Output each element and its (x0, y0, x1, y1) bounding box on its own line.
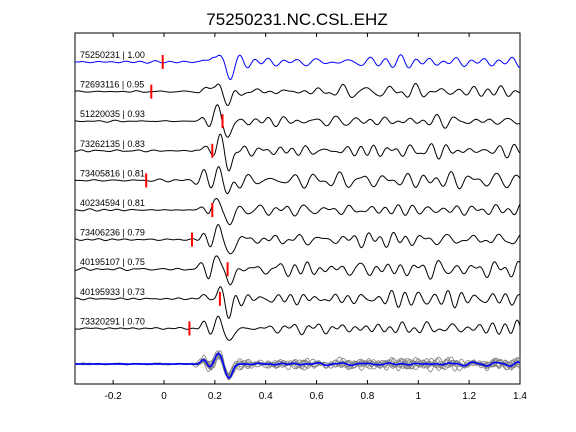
x-tick-label: 0.8 (360, 391, 374, 402)
trace-3 (75, 104, 521, 138)
trace-1 (74, 54, 521, 81)
trace-label-2: 72693116 | 0.95 (80, 80, 144, 90)
trace-4 (74, 133, 521, 172)
trace-8 (75, 255, 521, 286)
x-axis: -0.2 0 0.2 0.4 0.6 0.8 1 1.2 1.4 (105, 33, 527, 402)
trace-label-9: 40195933 | 0.73 (80, 287, 145, 297)
x-tick-label: -0.2 (105, 391, 123, 402)
trace-5 (74, 165, 521, 195)
x-tick-label: 1.2 (462, 391, 476, 402)
trace-label-1: 75250231 | 1.00 (80, 50, 145, 60)
trace-label-5: 73405816 | 0.81 (80, 168, 145, 178)
x-tick-label: 0.2 (208, 391, 222, 402)
x-tick-label: 0 (161, 391, 167, 402)
trace-group (74, 54, 521, 341)
x-tick-label: 0.4 (259, 391, 273, 402)
trace-labels: 75250231 | 1.00 72693116 | 0.95 51220035 |… (80, 50, 145, 326)
stack-mean-trace (75, 352, 521, 379)
x-tick-label: 1.4 (513, 391, 527, 402)
trace-label-6: 40234594 | 0.81 (80, 198, 145, 208)
trace-label-3: 51220035 | 0.93 (80, 109, 145, 119)
chart-title: 75250231.NC.CSL.EHZ (206, 10, 387, 29)
trace-9 (74, 286, 521, 320)
x-tick-label: 1 (416, 391, 422, 402)
trace-label-8: 40195107 | 0.75 (80, 257, 145, 267)
pick-markers (145, 55, 229, 336)
trace-6 (75, 197, 521, 226)
trace-2 (74, 82, 521, 107)
trace-label-7: 73406236 | 0.79 (80, 228, 145, 238)
stacked-waveforms (74, 350, 521, 381)
x-tick-label: 0.6 (310, 391, 324, 402)
trace-7 (74, 224, 521, 255)
trace-label-10: 73320291 | 0.70 (80, 316, 145, 326)
trace-label-4: 73262135 | 0.83 (80, 139, 145, 149)
trace-10 (74, 315, 521, 341)
